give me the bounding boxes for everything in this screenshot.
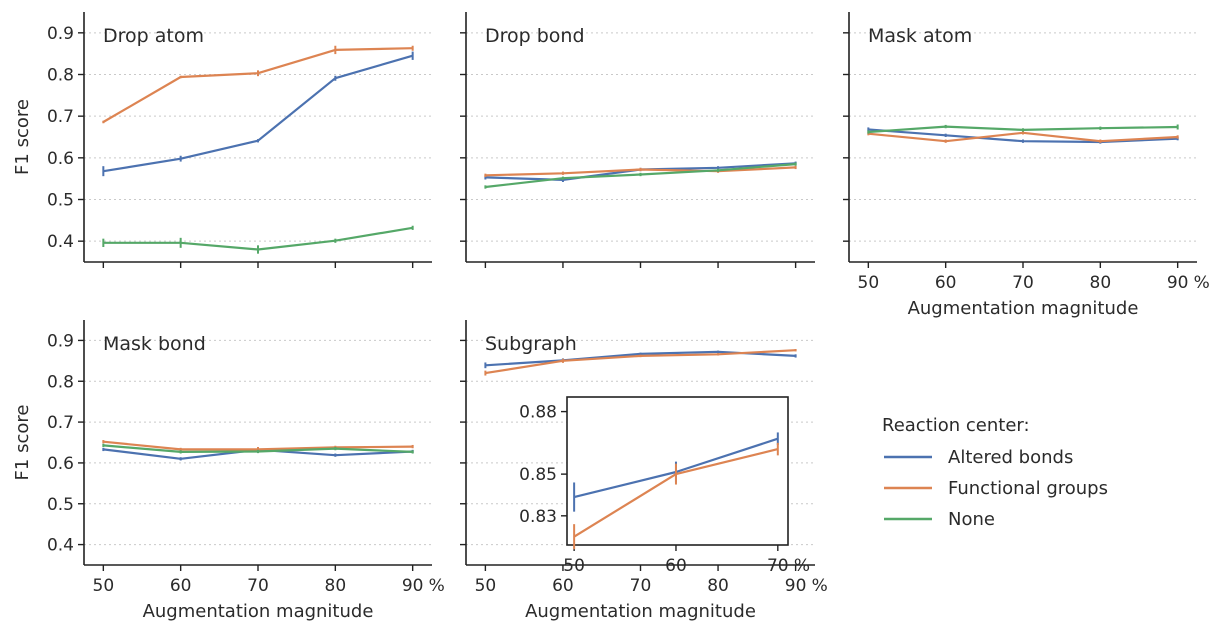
chart-panel-drop-bond: Drop bond xyxy=(460,12,815,268)
x-tick-label: 70 xyxy=(247,576,269,596)
y-tick-label: 0.4 xyxy=(47,536,74,556)
x-tick-label: 80 xyxy=(1090,273,1112,293)
legend-item-label: None xyxy=(948,509,995,530)
panel-title: Mask bond xyxy=(103,333,206,355)
x-axis-title: Augmentation magnitude xyxy=(908,298,1139,319)
panel-title: Drop atom xyxy=(103,25,204,47)
y-tick-label: 0.7 xyxy=(47,413,74,433)
x-tick-label: 90 xyxy=(1167,273,1189,293)
x-tick-label: 80 xyxy=(707,576,729,596)
y-tick-label: 0.85 xyxy=(519,465,557,485)
x-tick-label: 50 xyxy=(475,576,497,596)
x-unit-label: % xyxy=(429,576,445,596)
x-tick-label: 50 xyxy=(563,556,585,576)
panel-title: Mask atom xyxy=(868,25,972,47)
panel-title: Drop bond xyxy=(485,25,585,47)
chart-panel-mask-bond: 0.4 0.5 0.6 0.7 0.8 0.9 50 60 70 80 90 % Mask bond F1… xyxy=(12,320,445,622)
y-tick-label: 0.83 xyxy=(519,507,557,527)
panel-title: Subgraph xyxy=(485,333,577,355)
y-tick-label: 0.7 xyxy=(47,107,74,127)
legend-item-label: Functional groups xyxy=(948,478,1108,499)
x-unit-label: % xyxy=(812,576,828,596)
x-axis-title: Augmentation magnitude xyxy=(525,601,756,622)
x-tick-label: 50 xyxy=(93,576,115,596)
x-tick-label: 60 xyxy=(170,576,192,596)
x-tick-label: 80 xyxy=(325,576,347,596)
y-tick-label: 0.9 xyxy=(47,24,74,44)
y-tick-label: 0.8 xyxy=(47,66,74,86)
chart-panel-mask-atom: 50 60 70 80 90 % Mask atom Augmentation magnitu… xyxy=(843,12,1210,319)
x-unit-label: % xyxy=(794,556,810,576)
x-tick-label: 90 xyxy=(785,576,807,596)
x-tick-label: 60 xyxy=(552,576,574,596)
x-tick-label: 90 xyxy=(402,576,424,596)
x-tick-label: 70 xyxy=(630,576,652,596)
series-line-functional-groups xyxy=(102,47,413,123)
x-tick-label: 60 xyxy=(665,556,687,576)
y-tick-label: 0.88 xyxy=(519,403,557,423)
y-tick-label: 0.4 xyxy=(47,232,74,252)
x-tick-label: 70 xyxy=(1012,273,1034,293)
y-tick-label: 0.6 xyxy=(47,454,74,474)
y-axis-title: F1 score xyxy=(12,99,33,175)
y-tick-label: 0.6 xyxy=(47,149,74,169)
x-axis-title: Augmentation magnitude xyxy=(143,601,374,622)
x-tick-label: 70 xyxy=(767,556,789,576)
x-tick-label: 60 xyxy=(935,273,957,293)
y-tick-label: 0.5 xyxy=(47,495,74,515)
y-tick-label: 0.9 xyxy=(47,331,74,351)
y-tick-label: 0.8 xyxy=(47,372,74,392)
y-axis-title: F1 score xyxy=(12,405,33,481)
x-unit-label: % xyxy=(1194,273,1210,293)
series-line-altered-bonds xyxy=(485,162,796,181)
legend-title: Reaction center: xyxy=(882,415,1030,436)
legend: Reaction center: Altered bonds Functional … xyxy=(882,415,1108,530)
x-tick-label: 50 xyxy=(858,273,880,293)
chart-panel-drop-atom: 0.4 0.5 0.6 0.7 0.8 0.9 Drop atom F1 score xyxy=(12,12,432,268)
legend-item-label: Altered bonds xyxy=(948,447,1073,468)
inset-frame xyxy=(566,396,789,546)
inset-chart: 0.83 0.85 0.88 50 60 70% xyxy=(519,396,810,576)
y-tick-label: 0.5 xyxy=(47,191,74,211)
